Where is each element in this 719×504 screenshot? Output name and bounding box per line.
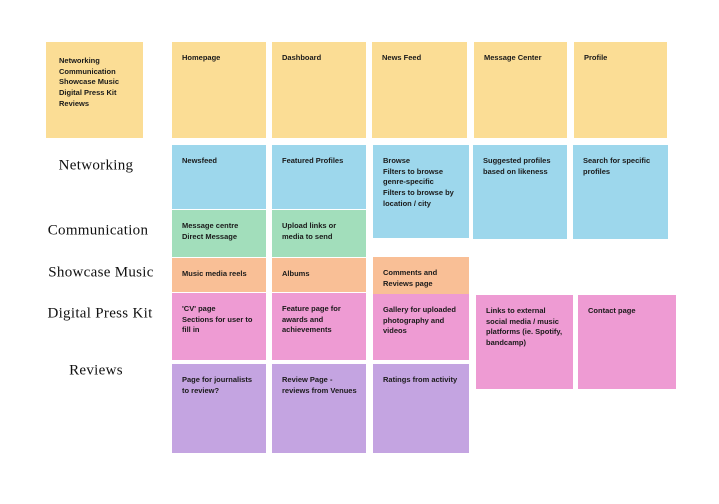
note-feature-page[interactable]: Feature page for awards and achievements (272, 293, 366, 360)
note-dashboard[interactable]: Dashboard (272, 42, 366, 138)
row-label-networking[interactable]: Networking (58, 157, 134, 174)
note-ratings[interactable]: Ratings from activity (373, 364, 469, 453)
note-cv-page[interactable]: 'CV' page Sections for user to fill in (172, 293, 266, 360)
note-news-feed[interactable]: News Feed (372, 42, 467, 138)
note-featured-profiles[interactable]: Featured Profiles (272, 145, 366, 209)
row-label-reviews[interactable]: Reviews (69, 362, 123, 379)
row-label-digital-press-kit[interactable]: Digital Press Kit (47, 305, 153, 322)
note-homepage[interactable]: Homepage (172, 42, 266, 138)
note-newsfeed[interactable]: Newsfeed (172, 145, 266, 209)
note-review-page[interactable]: Review Page - reviews from Venues (272, 364, 366, 453)
note-gallery[interactable]: Gallery for uploaded photography and vid… (373, 294, 469, 360)
note-suggested-profiles[interactable]: Suggested profiles based on likeness (473, 145, 567, 239)
note-comments-reviews[interactable]: Comments and Reviews page (373, 257, 469, 294)
note-albums[interactable]: Albums (272, 258, 366, 292)
note-music-media-reels[interactable]: Music media reels (172, 258, 266, 292)
row-label-communication[interactable]: Communication (47, 222, 149, 239)
note-profile[interactable]: Profile (574, 42, 667, 138)
note-contact-page[interactable]: Contact page (578, 295, 676, 389)
note-legend[interactable]: Networking Communication Showcase Music … (46, 42, 143, 138)
row-label-showcase-music[interactable]: Showcase Music (48, 264, 154, 281)
note-message-centre[interactable]: Message centre Direct Message (172, 210, 266, 257)
note-message-center[interactable]: Message Center (474, 42, 567, 138)
note-external-links[interactable]: Links to external social media / music p… (476, 295, 573, 389)
note-journalists-review[interactable]: Page for journalists to review? (172, 364, 266, 453)
note-upload-links[interactable]: Upload links or media to send (272, 210, 366, 257)
note-search-profiles[interactable]: Search for specific profiles (573, 145, 668, 239)
note-browse-filters[interactable]: Browse Filters to browse genre-specific … (373, 145, 469, 238)
